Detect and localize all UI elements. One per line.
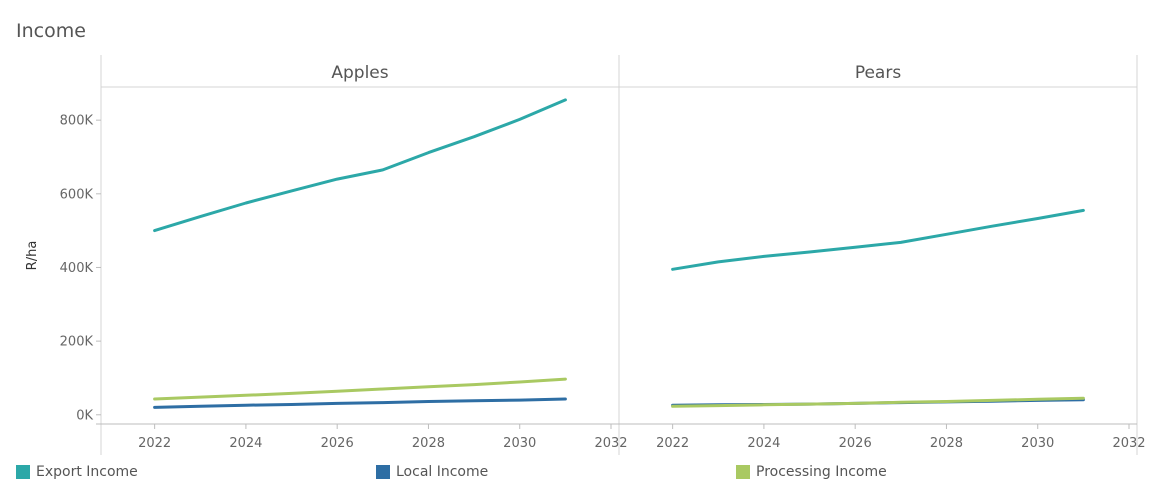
x-tick-label: 2026 xyxy=(839,436,872,451)
panel-title-pears: Pears xyxy=(855,63,902,83)
y-tick-label: 200K xyxy=(60,335,94,350)
x-tick-label: 2030 xyxy=(503,436,536,451)
y-tick-label: 400K xyxy=(60,261,94,276)
series-line-apples-export xyxy=(153,98,567,233)
x-tick-label: 2032 xyxy=(1112,436,1145,451)
income-chart: R/ha 0K 200K 400K 600K 800K Apples 2022 2024 2026… xyxy=(25,55,1146,455)
x-tick-label: 2030 xyxy=(1021,436,1054,451)
y-tick-label: 600K xyxy=(60,187,94,202)
x-tick-label: 2024 xyxy=(747,436,780,451)
y-axis-label: R/ha xyxy=(25,241,40,271)
series-line-apples-local xyxy=(153,397,567,409)
legend-label-export: Export Income xyxy=(36,464,138,480)
x-tick-label: 2028 xyxy=(930,436,963,451)
y-tick-label: 0K xyxy=(76,408,93,423)
legend-label-local: Local Income xyxy=(396,464,489,480)
x-tick-label: 2022 xyxy=(138,436,171,451)
x-tick-label: 2022 xyxy=(656,436,689,451)
chart-title: Income xyxy=(16,20,86,42)
y-tick-label: 800K xyxy=(60,114,94,129)
x-tick-label: 2026 xyxy=(321,436,354,451)
series-line-pears-export xyxy=(671,208,1085,271)
legend-item-processing-income[interactable]: Processing Income xyxy=(736,464,887,480)
legend-item-local-income[interactable]: Local Income xyxy=(376,464,488,480)
legend-swatch-local xyxy=(376,465,390,479)
x-tick-label: 2032 xyxy=(594,436,627,451)
series-line-pears-processing xyxy=(671,396,1085,408)
x-tick-label: 2028 xyxy=(412,436,445,451)
panel-title-apples: Apples xyxy=(331,63,388,83)
legend: Export Income Local Income Processing In… xyxy=(0,464,1150,488)
legend-swatch-export xyxy=(16,465,30,479)
legend-swatch-processing xyxy=(736,465,750,479)
legend-item-export-income[interactable]: Export Income xyxy=(16,464,138,480)
series-line-apples-processing xyxy=(153,377,567,401)
legend-label-processing: Processing Income xyxy=(756,464,887,480)
x-tick-label: 2024 xyxy=(229,436,262,451)
